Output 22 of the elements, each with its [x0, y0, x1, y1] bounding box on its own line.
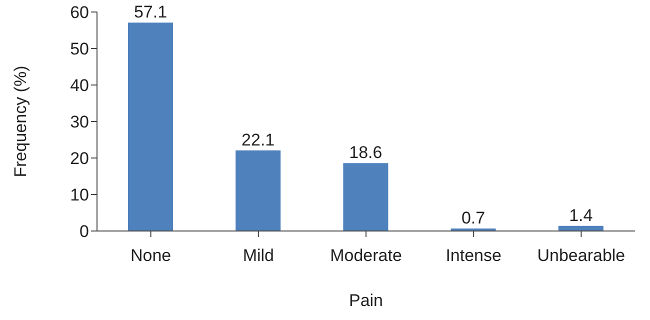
- bar: [236, 150, 281, 231]
- data-label: 0.7: [461, 208, 486, 228]
- y-tick-label: 30: [70, 112, 89, 132]
- x-tick-label: None: [130, 246, 172, 266]
- x-tick-label: Intense: [446, 246, 502, 266]
- y-tick-label: 40: [70, 76, 89, 96]
- x-tick-label: Unbearable: [537, 246, 626, 266]
- data-label: 22.1: [242, 130, 275, 150]
- bar: [343, 163, 388, 231]
- x-tick-label: Mild: [242, 246, 274, 266]
- bar: [128, 22, 173, 231]
- data-label: 57.1: [134, 2, 168, 22]
- y-tick-label: 50: [70, 40, 89, 59]
- y-tick-label: 0: [80, 222, 89, 242]
- y-tick-label: 10: [70, 186, 89, 205]
- y-tick-label: 20: [70, 149, 89, 168]
- y-axis-title: Frequency (%): [11, 66, 30, 178]
- x-tick-label: Moderate: [330, 246, 402, 266]
- data-label: 18.6: [349, 143, 382, 162]
- y-tick-label: 60: [70, 3, 89, 22]
- x-axis-title: Pain: [348, 291, 384, 310]
- data-label: 1.4: [569, 206, 593, 225]
